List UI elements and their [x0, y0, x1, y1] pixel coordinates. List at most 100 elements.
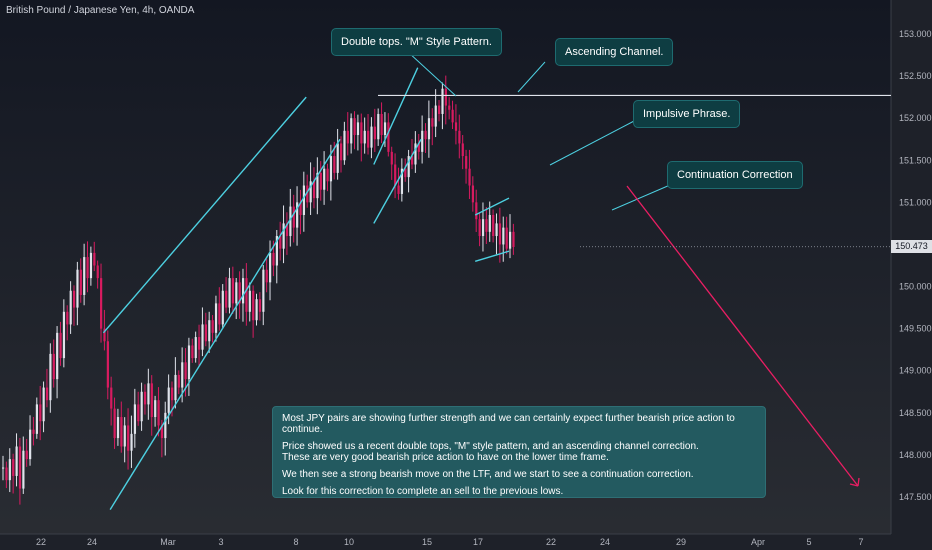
candle	[373, 108, 376, 153]
candle	[421, 115, 424, 164]
candle	[444, 75, 447, 125]
candle	[309, 162, 312, 215]
candle	[485, 207, 488, 245]
candle	[83, 243, 86, 306]
candle	[198, 324, 201, 367]
candle	[509, 214, 512, 259]
candle	[390, 146, 393, 180]
candle	[292, 194, 295, 243]
candle	[312, 167, 316, 209]
candle	[72, 285, 76, 326]
price-axis[interactable]: 153.000152.500152.000151.500151.000150.5…	[899, 29, 932, 502]
candle	[468, 149, 471, 199]
candle	[123, 417, 126, 463]
candle	[191, 338, 194, 363]
candle	[397, 167, 400, 200]
candle	[451, 100, 454, 130]
candle	[225, 277, 228, 314]
candle	[346, 112, 349, 156]
y-tick-label: 148.500	[899, 408, 932, 418]
candle	[2, 455, 5, 481]
y-tick-label: 149.000	[899, 366, 932, 376]
candle	[394, 153, 397, 199]
candle	[258, 292, 262, 321]
candle	[231, 266, 235, 314]
candle	[66, 305, 69, 341]
x-tick-label: 7	[858, 537, 863, 547]
candle	[157, 387, 160, 437]
candle	[417, 133, 420, 160]
candle	[465, 149, 468, 184]
candle	[387, 113, 390, 157]
candle	[448, 97, 451, 120]
candle	[269, 240, 272, 301]
projection-arrow	[626, 185, 859, 487]
candle	[367, 114, 370, 155]
small-channel-upper-line	[373, 67, 419, 165]
candle	[502, 216, 505, 262]
continuation-lower-line	[474, 250, 510, 262]
candle	[5, 461, 8, 489]
candle	[164, 401, 167, 456]
candle	[370, 117, 373, 159]
candle	[336, 128, 339, 180]
y-tick-label: 150.000	[899, 282, 932, 292]
candle	[103, 309, 106, 351]
candle	[262, 265, 265, 326]
candle	[25, 438, 28, 467]
candle	[221, 284, 224, 329]
candle	[431, 108, 434, 146]
candle	[32, 416, 35, 446]
candle	[174, 357, 177, 409]
candle	[434, 89, 437, 138]
candle	[89, 246, 93, 286]
note-paragraph-1: Most JPY pairs are showing further stren…	[282, 413, 735, 435]
channel-lower-line	[109, 138, 341, 510]
candle	[438, 100, 441, 122]
candle	[208, 311, 211, 353]
price-axis-background	[891, 0, 932, 550]
candle	[127, 408, 130, 470]
candle	[275, 230, 278, 284]
candle	[56, 326, 59, 399]
note-paragraph-4: Look for this correction to complete an …	[282, 486, 564, 497]
candle	[86, 241, 89, 293]
candle	[454, 104, 458, 145]
y-tick-label: 151.000	[899, 197, 932, 207]
x-tick-label: Apr	[751, 537, 765, 547]
candle	[319, 161, 322, 201]
candle	[42, 381, 45, 433]
y-tick-label: 148.000	[899, 450, 932, 460]
candle	[505, 216, 508, 255]
candle	[12, 453, 15, 494]
y-tick-label: 149.500	[899, 324, 932, 334]
candle	[404, 158, 407, 182]
candle	[235, 277, 238, 320]
candle	[113, 397, 116, 449]
candles	[2, 75, 515, 505]
candle	[302, 171, 306, 232]
candle	[22, 436, 25, 494]
candle	[218, 287, 221, 331]
candle	[492, 209, 495, 243]
annotations	[102, 51, 891, 510]
candle	[49, 343, 52, 413]
candle	[62, 299, 66, 368]
candle	[458, 114, 461, 159]
y-tick-label: 147.500	[899, 492, 932, 502]
callout-pointer	[407, 51, 457, 97]
callout-pointer	[517, 61, 546, 93]
time-axis[interactable]: 22 24 Mar 3 8 10 15 17 22 24 29 Apr 5 7	[36, 537, 864, 547]
candle	[248, 282, 251, 322]
candle	[106, 330, 109, 400]
candle	[147, 368, 150, 420]
candle	[350, 113, 353, 154]
candle	[116, 408, 120, 446]
candle	[228, 267, 231, 314]
candle	[214, 295, 218, 342]
last-price-tag: 150.473	[891, 240, 932, 253]
candle	[343, 121, 346, 165]
candle	[133, 388, 137, 448]
candle	[18, 437, 22, 505]
x-tick-label: 8	[293, 537, 298, 547]
